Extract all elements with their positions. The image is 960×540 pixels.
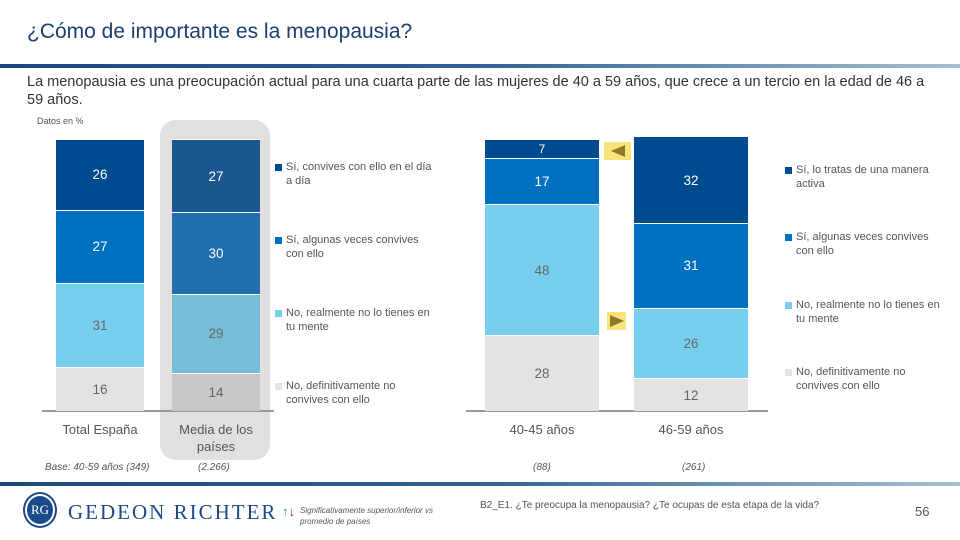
bar-segment: 32 (634, 136, 748, 224)
data-label: 32 (683, 172, 699, 188)
baseline-left (42, 410, 274, 412)
legend-swatch (275, 383, 282, 390)
legend-label: Sí, algunas veces convives con ello (286, 234, 419, 260)
page-title: ¿Cómo de importante es la menopausia? (27, 20, 413, 43)
legend-item: No, definitivamente no convives con ello (275, 379, 435, 407)
legend-swatch (785, 167, 792, 174)
page-number: 56 (915, 504, 930, 519)
data-label: 30 (208, 246, 224, 262)
legend-label: No, definitivamente no convives con ello (796, 366, 906, 392)
data-label: 27 (92, 239, 108, 255)
bar-segment: 12 (634, 378, 748, 411)
arrow-right-icon (609, 315, 624, 327)
legend-label: No, realmente no lo tienes en tu mente (286, 307, 430, 333)
legend-label: Sí, convives con ello en el día a día (286, 161, 432, 187)
header-divider (0, 64, 960, 68)
bar-segment: 26 (634, 307, 748, 379)
data-label: 12 (683, 387, 699, 403)
legend-label: No, definitivamente no convives con ello (286, 380, 396, 406)
significance-marker-higher (607, 312, 626, 330)
significance-note: Significativamente superior/inferior vs … (300, 506, 433, 526)
data-label: 48 (534, 262, 550, 278)
data-label: 16 (92, 382, 108, 398)
data-label: 31 (92, 318, 108, 334)
data-label: 14 (208, 384, 224, 400)
legend-label: No, realmente no lo tienes en tu mente (796, 299, 940, 325)
legend-item: Sí, lo tratas de una manera activa (785, 163, 945, 191)
legend-label: Sí, lo tratas de una manera activa (796, 164, 929, 190)
bar-segment: 27 (56, 209, 144, 284)
base-label: (2.266) (198, 462, 230, 473)
subtitle: La menopausia es una preocupación actual… (27, 74, 925, 108)
data-label: 28 (534, 365, 550, 381)
category-label: 46-59 años (658, 422, 724, 437)
arrow-left-icon (610, 145, 625, 157)
significance-marker-lower (604, 142, 631, 160)
legend-swatch (275, 310, 282, 317)
category-label: Total España (62, 422, 138, 437)
footer-divider (0, 482, 960, 486)
legend-swatch (785, 369, 792, 376)
legend-item: No, realmente no lo tienes en tu mente (275, 306, 435, 334)
legend-label: Sí, algunas veces convives con ello (796, 231, 929, 257)
base-label: Base: 40-59 años (349) (45, 462, 150, 473)
significance-arrows-icon: ↑↓ (282, 504, 295, 519)
question-text: B2_E1. ¿Te preocupa la menopausia? ¿Te o… (480, 500, 820, 511)
units-label: Datos en % (37, 116, 84, 126)
data-label: 29 (208, 326, 224, 342)
data-label: 26 (92, 167, 108, 183)
category-label: Media de los países (179, 422, 253, 454)
bar-segment: 27 (172, 139, 260, 213)
bar-segment: 17 (485, 158, 599, 205)
base-label: (261) (682, 462, 706, 473)
bar-segment: 28 (485, 334, 599, 411)
baseline-right (466, 410, 768, 412)
bar-segment: 26 (56, 139, 144, 210)
data-label: 7 (538, 142, 546, 157)
legend-swatch (275, 164, 282, 171)
bar-segment: 29 (172, 294, 260, 373)
logo-emblem: RG (25, 494, 55, 526)
category-label: 40-45 años (509, 422, 575, 437)
bar-segment: 48 (485, 204, 599, 335)
data-label: 31 (683, 258, 699, 274)
data-label: 27 (208, 168, 224, 184)
data-label: 26 (683, 335, 699, 351)
bar-segment: 14 (172, 372, 260, 411)
bar-segment: 31 (634, 223, 748, 308)
legend-item: Sí, convives con ello en el día a día (275, 160, 435, 188)
legend-swatch (785, 234, 792, 241)
legend-swatch (785, 302, 792, 309)
logo-text: GEDEON RICHTER (68, 500, 278, 524)
legend-item: Sí, algunas veces convives con ello (785, 230, 945, 258)
bar-segment: 30 (172, 212, 260, 295)
bar-segment: 7 (485, 139, 599, 159)
legend-item: No, realmente no lo tienes en tu mente (785, 298, 945, 326)
base-label: (88) (533, 462, 551, 473)
bar-segment: 31 (56, 283, 144, 368)
legend-item: Sí, algunas veces convives con ello (275, 233, 435, 261)
data-label: 17 (534, 174, 550, 190)
legend-item: No, definitivamente no convives con ello (785, 365, 945, 393)
bar-segment: 16 (56, 367, 144, 411)
legend-swatch (275, 237, 282, 244)
